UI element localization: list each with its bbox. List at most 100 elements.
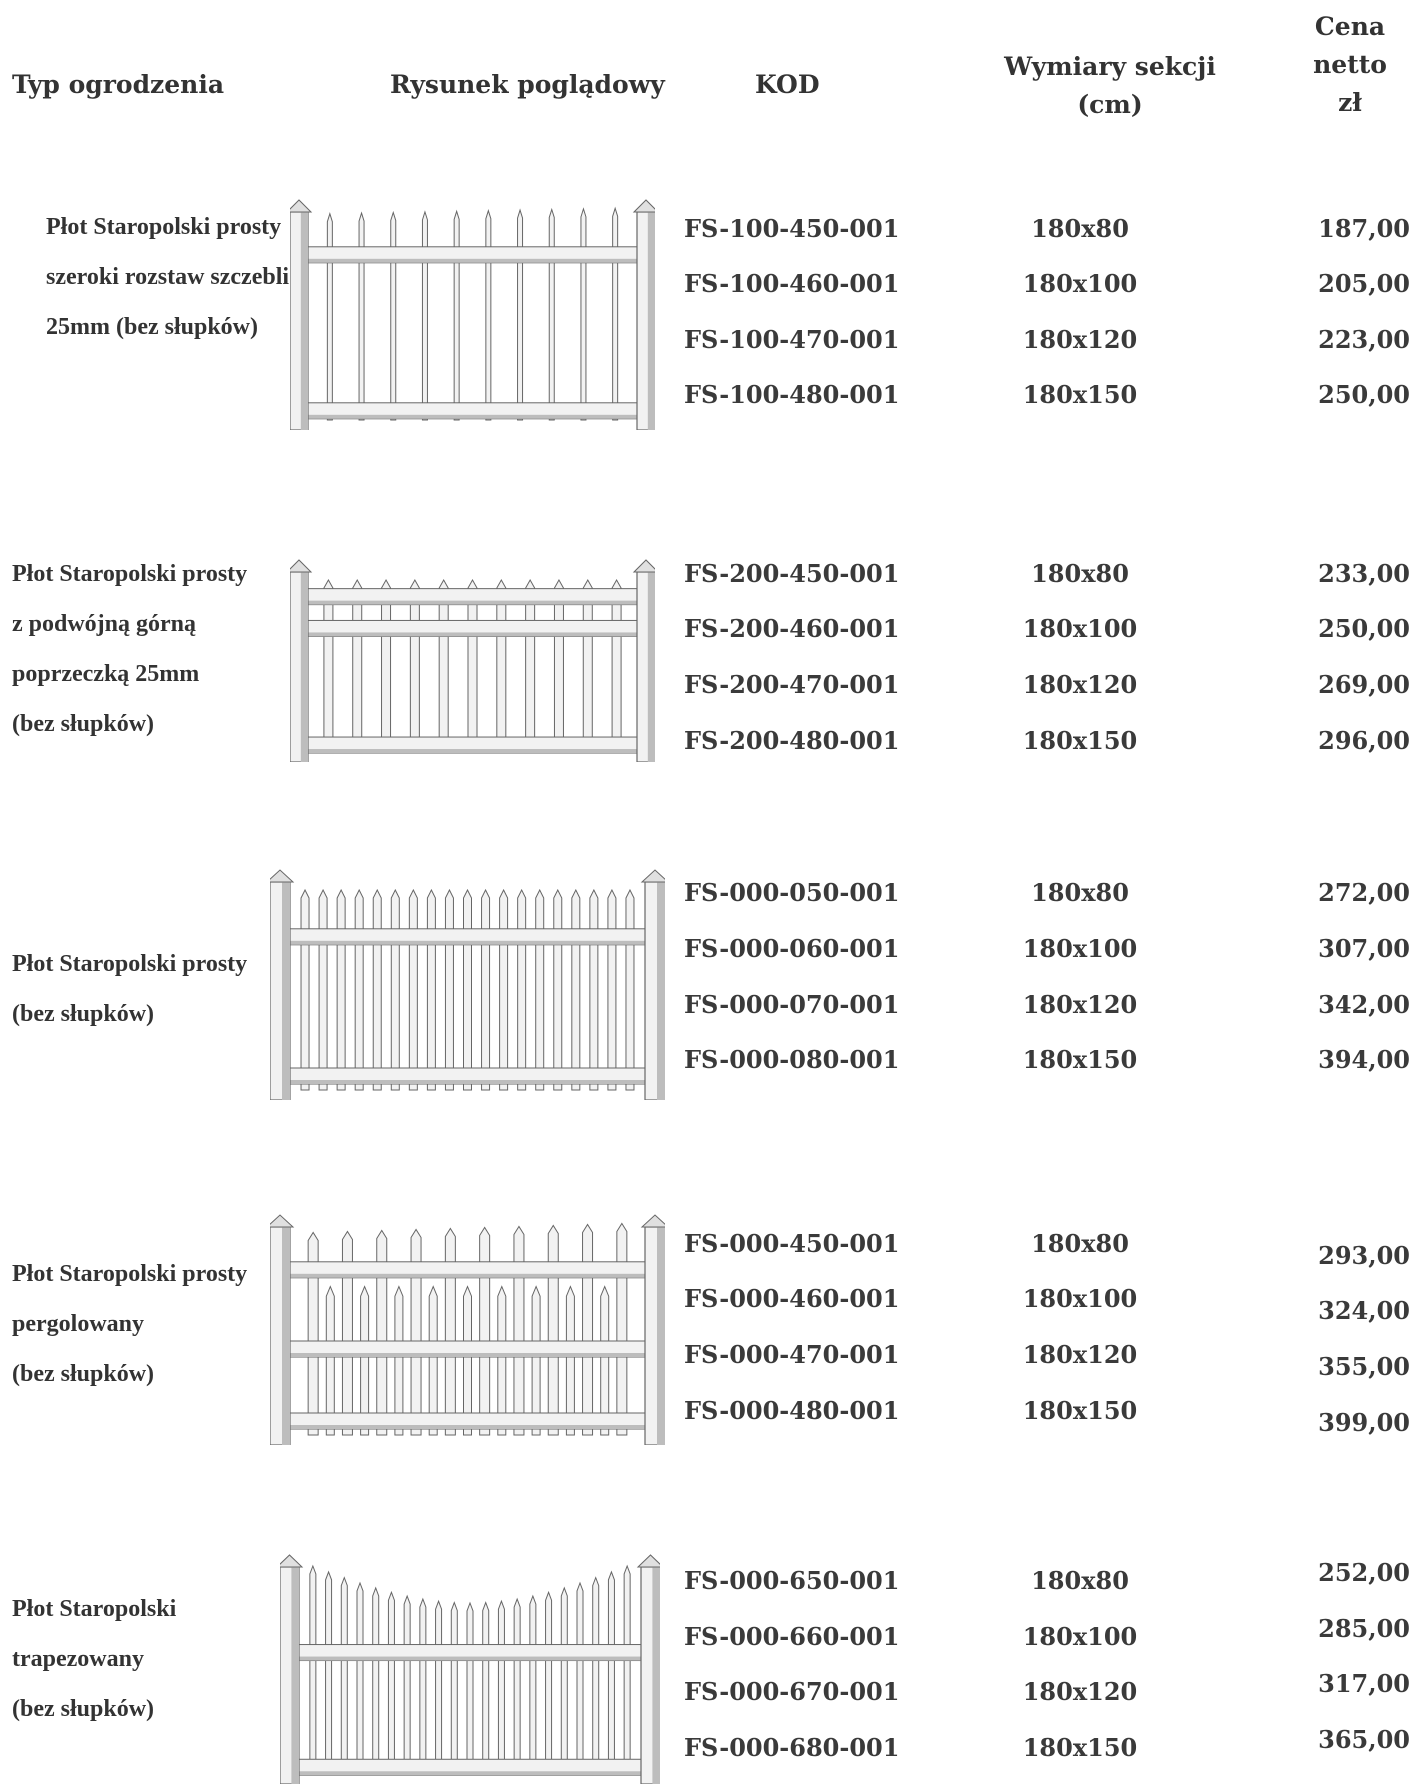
fence-picket [580, 207, 587, 421]
fence-picket [612, 206, 619, 421]
fence-type-line: z podwójną górną [12, 611, 197, 637]
section-dimensions: 180x120 [1022, 1677, 1138, 1706]
fence-picket [607, 888, 617, 1091]
fence-picket [376, 1229, 388, 1436]
section-dimensions: 180x120 [1022, 670, 1138, 699]
net-price: 233,00 [1318, 559, 1410, 588]
product-code: FS-000-650-001 [684, 1566, 900, 1595]
fence-picket [318, 888, 328, 1091]
fence-picket [616, 1222, 628, 1436]
product-code: FS-100-470-001 [684, 325, 900, 354]
section-dimensions: 180x80 [1031, 1566, 1129, 1595]
fence-picket [453, 209, 460, 421]
fence-rail-shadow [290, 1425, 645, 1429]
fence-picket [485, 209, 492, 421]
product-code: FS-000-450-001 [684, 1229, 900, 1258]
net-price: 394,00 [1318, 1045, 1410, 1074]
fence-rail-shadow [308, 632, 637, 637]
fence-picket [390, 210, 397, 421]
fence-picket [390, 888, 400, 1091]
fence-picket [513, 1597, 521, 1775]
fence-picket [611, 578, 622, 753]
fence-drawing [280, 1554, 660, 1784]
section-dimensions: 180x100 [1022, 614, 1138, 643]
fence-picket [529, 1594, 537, 1775]
fence-short-picket [531, 1285, 541, 1436]
net-price: 250,00 [1318, 380, 1410, 409]
fence-picket [354, 888, 364, 1091]
section-dimensions: 180x80 [1031, 878, 1129, 907]
fence-rail-shadow [308, 600, 637, 605]
header-price-line2: netto [1313, 50, 1387, 79]
fence-post-cap [290, 199, 313, 213]
section-dimensions: 180x120 [1022, 1340, 1138, 1369]
header-drawing: Rysunek poglądowy [390, 70, 665, 99]
fence-picket [525, 578, 536, 753]
fence-picket [358, 211, 365, 421]
fence-short-picket [463, 1285, 472, 1436]
net-price: 307,00 [1318, 934, 1410, 963]
product-code: FS-200-480-001 [684, 726, 900, 755]
fence-picket [548, 207, 555, 421]
section-dimensions: 180x150 [1022, 380, 1138, 409]
fence-picket [582, 1223, 594, 1436]
fence-type-line: (bez słupków) [12, 1696, 155, 1722]
section-dimensions: 180x150 [1022, 1396, 1138, 1425]
fence-post-cap [632, 199, 655, 213]
fence-picket [300, 888, 310, 1091]
product-code: FS-100-450-001 [684, 214, 900, 243]
header-price-line3: zł [1338, 88, 1362, 117]
section-dimensions: 180x150 [1022, 726, 1138, 755]
fence-picket [426, 888, 436, 1091]
net-price: 342,00 [1318, 990, 1410, 1019]
product-code: FS-000-480-001 [684, 1396, 900, 1425]
fence-post-cap [640, 869, 665, 883]
fence-post-cap [640, 1214, 665, 1228]
net-price: 205,00 [1318, 269, 1410, 298]
fence-post-shadow [657, 882, 665, 1100]
fence-picket [582, 578, 593, 753]
header-price-line1: Cena [1314, 12, 1386, 41]
fence-picket [372, 1586, 380, 1775]
fence-picket [309, 1564, 317, 1775]
product-code: FS-000-050-001 [684, 878, 900, 907]
fence-picket [466, 1601, 474, 1775]
fence-short-picket [394, 1285, 404, 1436]
fence-picket [438, 578, 449, 753]
product-code: FS-000-670-001 [684, 1677, 900, 1706]
fence-type-line: pergolowany [12, 1311, 144, 1337]
fence-picket [496, 578, 507, 753]
fence-post-shadow [300, 572, 308, 762]
fence-post-shadow [300, 212, 308, 430]
fence-picket [410, 1228, 422, 1436]
fence-picket [623, 1564, 631, 1775]
fence-drawing [270, 869, 665, 1100]
net-price: 250,00 [1318, 614, 1410, 643]
fence-short-picket [565, 1285, 575, 1436]
product-code: FS-100-480-001 [684, 380, 900, 409]
fence-post-shadow [291, 1567, 299, 1784]
header-dimensions: Wymiary sekcji (cm) [990, 48, 1230, 124]
fence-rail-shadow [308, 414, 637, 419]
fence-post-cap [290, 559, 313, 573]
fence-type-line: Płot Staropolski prosty [12, 561, 248, 587]
fence-post-cap [280, 1554, 304, 1568]
fence-picket [467, 578, 478, 753]
fence-picket [403, 1594, 411, 1775]
fence-shape [290, 199, 655, 430]
fence-drawing [290, 199, 655, 430]
fence-picket [607, 1570, 615, 1775]
fence-type-line: 25mm (bez słupków) [46, 314, 259, 340]
fence-rail-shadow [299, 1771, 641, 1776]
product-code: FS-200-450-001 [684, 559, 900, 588]
fence-post-shadow [657, 1227, 665, 1445]
fence-picket [535, 888, 545, 1091]
product-code: FS-200-460-001 [684, 614, 900, 643]
fence-picket [571, 888, 581, 1091]
net-price: 317,00 [1318, 1669, 1410, 1698]
fence-short-picket [325, 1285, 335, 1436]
fence-picket [553, 888, 563, 1091]
product-code: FS-000-070-001 [684, 990, 900, 1019]
fence-post-cap [270, 1214, 295, 1228]
net-price: 355,00 [1318, 1352, 1410, 1381]
